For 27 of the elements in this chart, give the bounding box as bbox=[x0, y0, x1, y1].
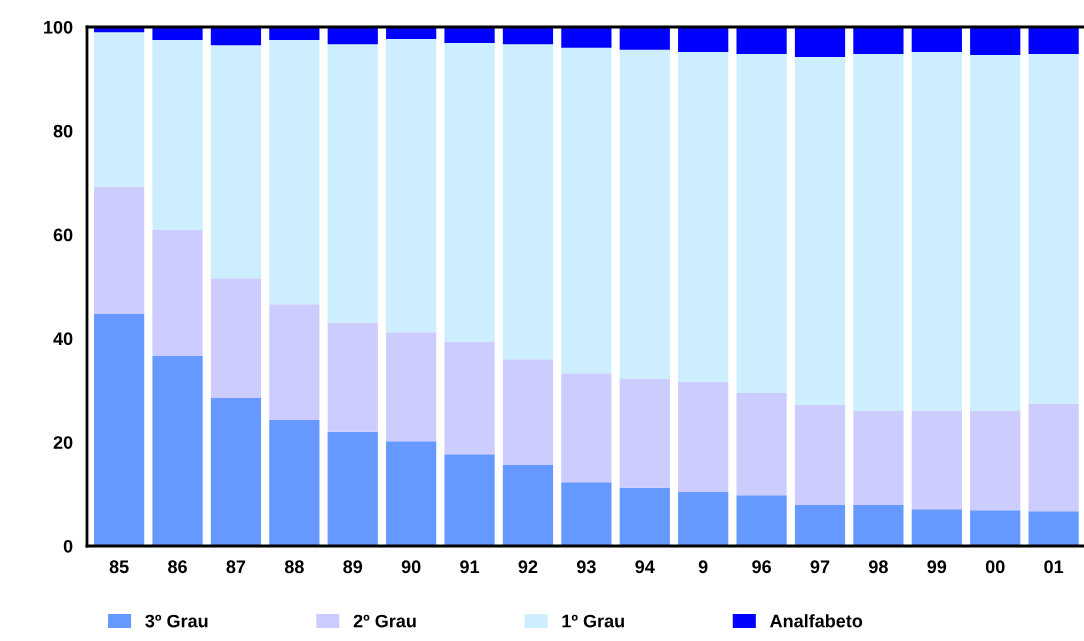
x-tick-label: 92 bbox=[518, 560, 538, 574]
legend-label: 2º Grau bbox=[353, 614, 416, 628]
x-tick-label: 86 bbox=[168, 560, 187, 574]
x-tick-label: 01 bbox=[1044, 560, 1064, 574]
x-tick-label: 91 bbox=[460, 560, 480, 574]
y-tick-label: 80 bbox=[53, 124, 73, 138]
x-tick-label: 85 bbox=[109, 560, 129, 574]
y-tick-label: 0 bbox=[63, 539, 73, 553]
y-tick-label: 60 bbox=[53, 228, 73, 242]
x-tick-label: 97 bbox=[810, 560, 830, 574]
legend-label: 3º Grau bbox=[145, 614, 208, 628]
x-tick-label: 89 bbox=[343, 560, 363, 574]
x-tick-label: 90 bbox=[401, 560, 421, 574]
y-tick-label: 20 bbox=[53, 436, 73, 449]
x-tick-label: 00 bbox=[985, 560, 1005, 574]
legend-label: 1º Grau bbox=[562, 614, 624, 628]
x-tick-label: 98 bbox=[868, 560, 888, 574]
x-tick-label: 9 bbox=[698, 560, 708, 574]
x-tick-label: 87 bbox=[226, 560, 246, 574]
legend-label: Analfabeto bbox=[770, 614, 863, 628]
x-tick-label: 94 bbox=[635, 560, 655, 574]
x-tick-label: 99 bbox=[927, 560, 947, 574]
x-tick-label: 93 bbox=[576, 560, 596, 574]
x-tick-label: 96 bbox=[752, 560, 771, 574]
y-tick-label: 100 bbox=[44, 20, 73, 34]
y-tick-label: 40 bbox=[53, 332, 73, 346]
x-tick-label: 88 bbox=[284, 560, 304, 574]
